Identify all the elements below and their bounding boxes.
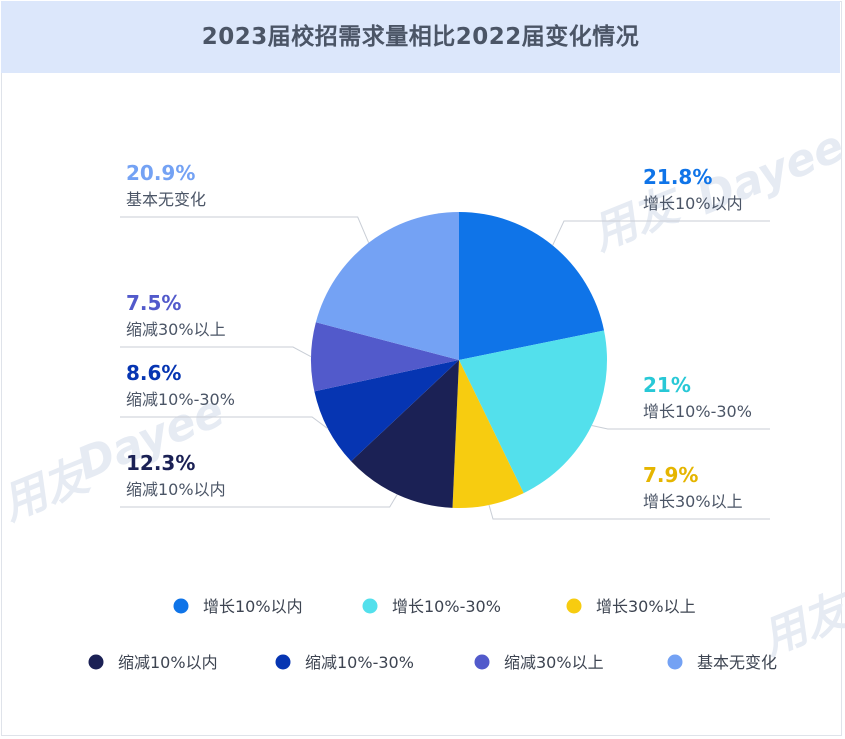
slice-name-label: 基本无变化 [126,190,206,209]
slice-percent-label: 21% [643,373,691,397]
legend-label: 缩减10%以内 [118,653,218,672]
leader-line [591,425,770,430]
leader-line [120,346,312,358]
title-bar: 2023届校招需求量相比2022届变化情况 [1,1,840,73]
slice-name-label: 增长10%-30% [643,402,752,421]
legend-label: 增长30%以上 [596,597,696,616]
leader-lines [120,216,770,520]
slice-percent-label: 12.3% [126,451,195,475]
leader-line [488,504,770,520]
legend-swatch [88,654,104,670]
legend-label: 增长10%-30% [392,597,501,616]
legend-label: 缩减10%-30% [305,653,414,672]
leader-line [120,216,370,243]
pie-slice [310,322,459,392]
legend-label: 增长10%以内 [203,597,303,616]
chart-title: 2023届校招需求量相比2022届变化情况 [201,24,640,50]
slice-percent-label: 20.9% [126,161,195,185]
legend-swatch [173,598,189,614]
legend-swatch [362,598,378,614]
leader-line [552,220,770,246]
slice-name-label: 缩减10%-30% [126,390,235,409]
slice-name-label: 增长30%以上 [643,492,743,511]
pie-slice [314,360,459,462]
slice-percent-label: 8.6% [126,361,181,385]
pie-slice [459,330,608,494]
slice-percent-label: 7.5% [126,291,181,315]
legend-label: 缩减30%以上 [504,653,604,672]
slice-name-label: 缩减30%以上 [126,320,226,339]
slice-percent-label: 7.9% [643,463,698,487]
legend-swatch [667,654,683,670]
slice-name-label: 缩减10%以内 [126,480,226,499]
leader-line [120,416,329,430]
leader-line [120,494,398,508]
pie-slice [459,212,605,360]
slice-percent-label: 21.8% [643,165,712,189]
legend-swatch [566,598,582,614]
pie-slice [315,212,459,360]
legend-swatch [275,654,291,670]
slice-name-label: 增长10%以内 [643,194,743,213]
pie-slices [310,212,608,509]
watermark-cn: 用友 [584,178,691,261]
slice-labels: 21.8% 增长10%以内 21% 增长10%-30% 7.9% 增长30%以上 12.3%… [126,161,752,511]
legend-swatch [474,654,490,670]
pie-slice [351,360,459,508]
legend-label: 基本无变化 [697,653,777,672]
pie-slice [452,360,524,509]
